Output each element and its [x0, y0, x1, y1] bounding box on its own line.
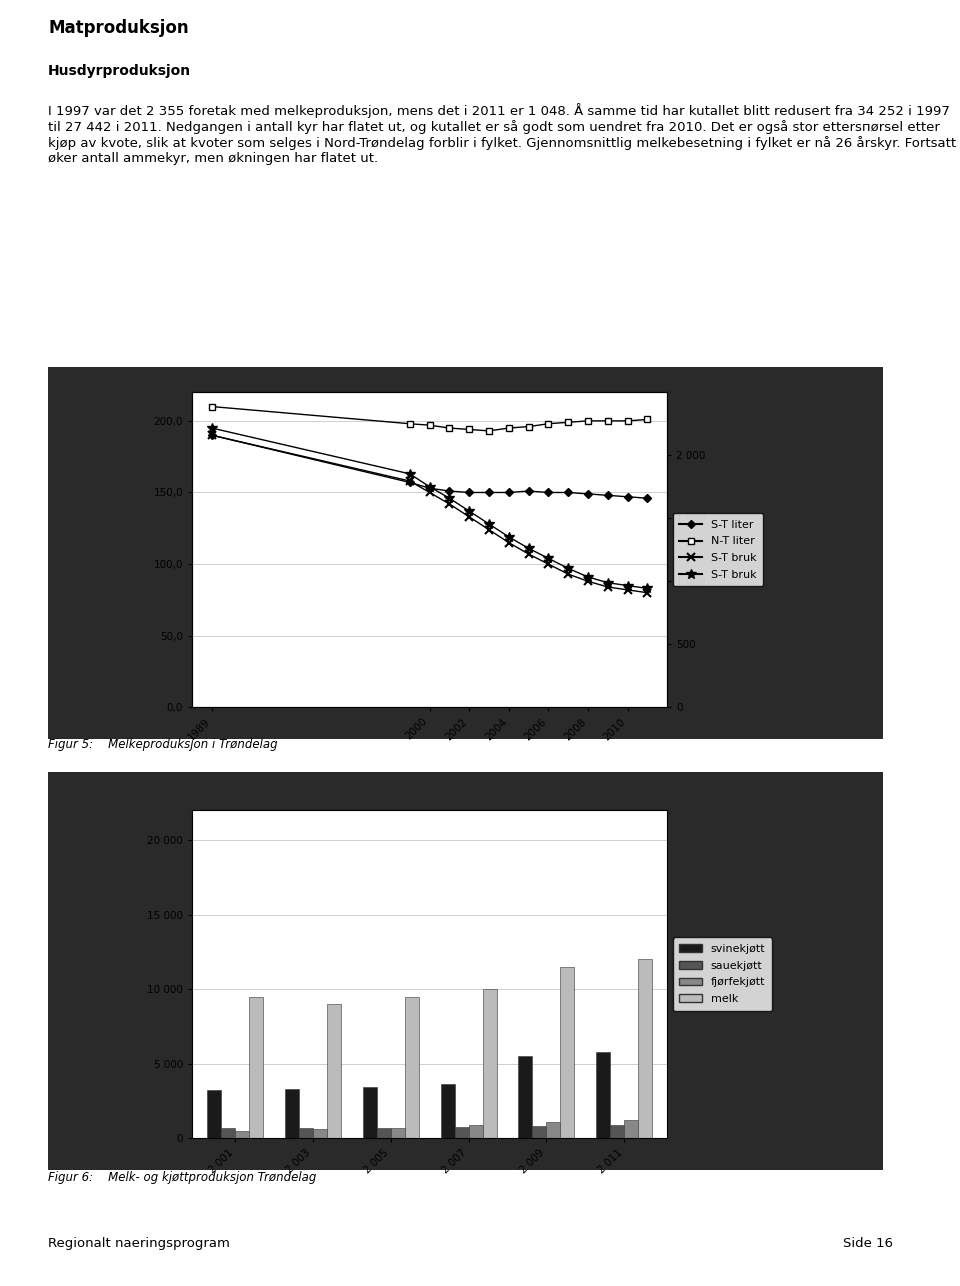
Bar [483, 989, 496, 1138]
Text: Regionalt naeringsprogram: Regionalt naeringsprogram [48, 1237, 229, 1250]
Bar [326, 1004, 341, 1138]
Bar [518, 1056, 533, 1138]
Legend: S-T liter, N-T liter, S-T bruk, S-T bruk: S-T liter, N-T liter, S-T bruk, S-T bruk [673, 513, 763, 586]
Bar [624, 1120, 638, 1138]
Text: Side 16: Side 16 [843, 1237, 893, 1250]
Bar [611, 1125, 624, 1138]
Bar [561, 967, 574, 1138]
Text: Husdyrproduksjon: Husdyrproduksjon [48, 64, 191, 78]
Bar [454, 1127, 468, 1138]
Bar [638, 959, 653, 1138]
Bar [405, 997, 419, 1138]
Text: Figur 5:    Melkeproduksjon i Trøndelag: Figur 5: Melkeproduksjon i Trøndelag [48, 738, 277, 751]
Text: Matproduksjon: Matproduksjon [48, 19, 188, 37]
Bar [376, 1128, 391, 1138]
Bar [546, 1121, 561, 1138]
Bar [468, 1125, 483, 1138]
Bar [235, 1130, 249, 1138]
Bar [285, 1089, 299, 1138]
Text: I 1997 var det 2 355 foretak med melkeproduksjon, mens det i 2011 er 1 048. Å sa: I 1997 var det 2 355 foretak med melkepr… [48, 103, 956, 165]
Bar [363, 1088, 376, 1138]
Bar [221, 1128, 235, 1138]
Bar [313, 1129, 326, 1138]
Bar [249, 997, 263, 1138]
Bar [533, 1127, 546, 1138]
Legend: svinekjøtt, sauekjøtt, fjørfekjøtt, melk: svinekjøtt, sauekjøtt, fjørfekjøtt, melk [673, 937, 772, 1011]
Text: Figur 6:    Melk- og kjøttproduksjon Trøndelag: Figur 6: Melk- og kjøttproduksjon Trønde… [48, 1170, 317, 1183]
Bar [391, 1128, 405, 1138]
Bar [299, 1128, 313, 1138]
Bar [596, 1052, 611, 1138]
Bar [441, 1084, 454, 1138]
Bar [206, 1091, 221, 1138]
